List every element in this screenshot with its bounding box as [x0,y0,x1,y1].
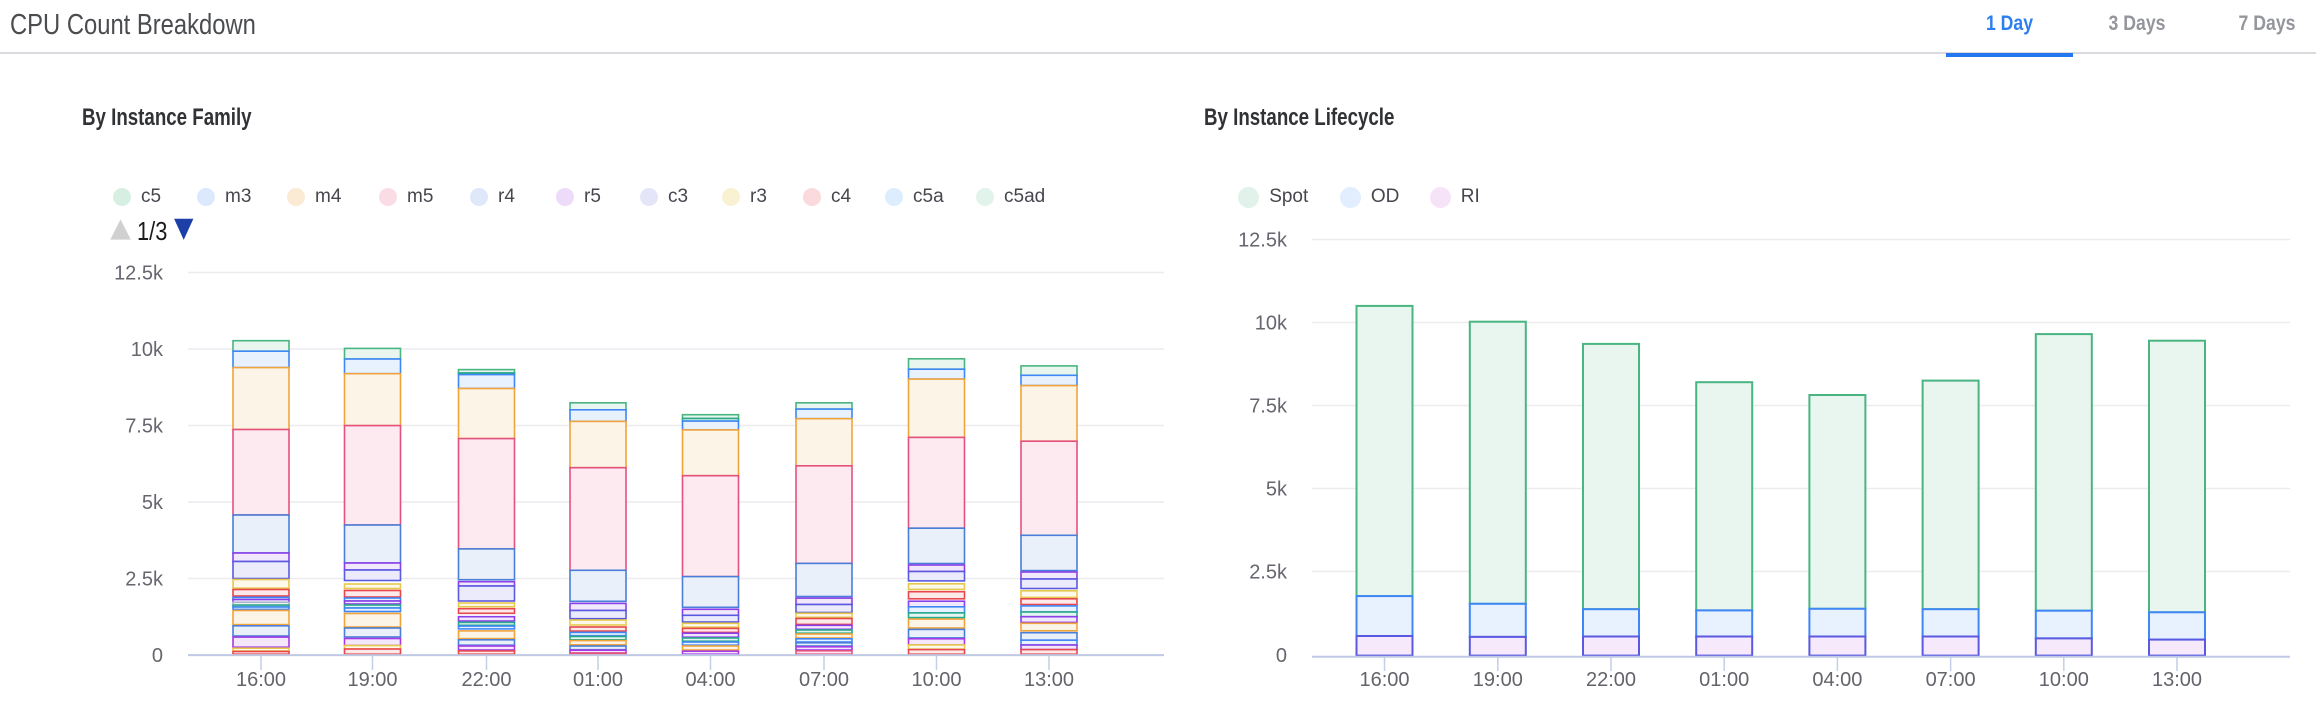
svg-text:10:00: 10:00 [911,669,961,691]
svg-text:5k: 5k [142,492,164,514]
svg-text:10k: 10k [131,339,164,361]
svg-text:19:00: 19:00 [347,669,397,691]
svg-text:19:00: 19:00 [1473,669,1523,691]
svg-text:12.5k: 12.5k [1238,230,1288,252]
svg-text:13:00: 13:00 [1024,669,1074,691]
svg-text:2.5k: 2.5k [125,569,164,591]
svg-text:01:00: 01:00 [1699,669,1749,691]
svg-text:7.5k: 7.5k [125,416,164,438]
svg-text:0: 0 [152,645,163,667]
svg-text:0: 0 [1276,645,1287,667]
svg-text:16:00: 16:00 [1359,669,1409,691]
svg-text:04:00: 04:00 [1812,669,1862,691]
svg-text:07:00: 07:00 [799,669,849,691]
svg-text:2.5k: 2.5k [1249,562,1288,584]
svg-text:5k: 5k [1266,479,1288,501]
svg-text:16:00: 16:00 [236,669,286,691]
svg-text:07:00: 07:00 [1926,669,1976,691]
svg-text:12.5k: 12.5k [114,263,164,285]
svg-text:01:00: 01:00 [573,669,623,691]
svg-text:10:00: 10:00 [2039,669,2089,691]
svg-text:22:00: 22:00 [1586,669,1636,691]
svg-text:04:00: 04:00 [685,669,735,691]
svg-text:22:00: 22:00 [461,669,511,691]
svg-text:7.5k: 7.5k [1249,396,1288,418]
svg-text:13:00: 13:00 [2152,669,2202,691]
svg-text:10k: 10k [1255,313,1288,335]
